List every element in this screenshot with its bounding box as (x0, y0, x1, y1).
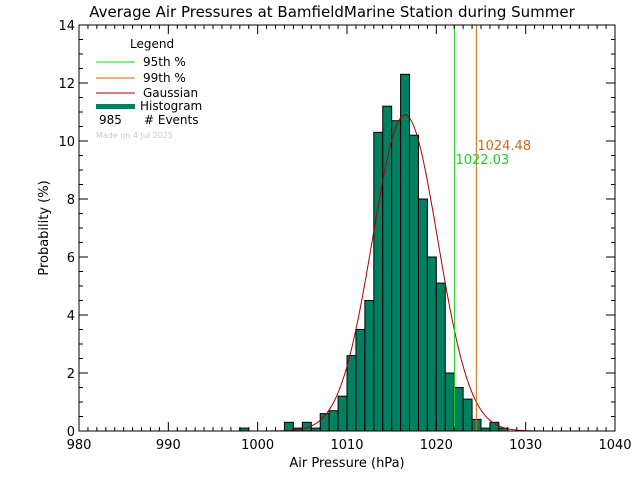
y-tick-label: 4 (67, 309, 75, 324)
x-tick-label: 1010 (330, 438, 363, 453)
y-tick-label: 12 (58, 77, 75, 92)
histogram-bar (355, 329, 366, 432)
legend-title: Legend (130, 37, 174, 51)
histogram-bar (346, 355, 357, 432)
histogram-bar (364, 300, 375, 432)
legend-p95-label: 95th % (143, 55, 186, 69)
histogram-bar (400, 73, 411, 432)
legend: Legend 95th % 99th % Gaussian Histogram … (96, 37, 202, 140)
legend-events-label: # Events (144, 113, 199, 127)
histogram-bar (426, 256, 437, 432)
histogram-bar (409, 134, 419, 432)
x-tick-label: 990 (156, 438, 181, 453)
histogram-bar (337, 395, 348, 432)
legend-histogram-swatch (96, 104, 135, 109)
x-axis-title: Air Pressure (hPa) (289, 456, 404, 471)
legend-events-count: 985 (99, 113, 122, 127)
x-tick-label: 1020 (420, 438, 453, 453)
y-tick-label: 8 (67, 193, 75, 208)
histogram-bar (417, 198, 428, 432)
legend-p99-label: 99th % (143, 71, 186, 85)
chart-title: Average Air Pressures at BamfieldMarine … (89, 3, 575, 21)
histogram-bar (453, 387, 464, 432)
histogram-bar (328, 410, 339, 432)
x-tick-label: 980 (67, 438, 92, 453)
x-tick-label: 1000 (241, 438, 274, 453)
made-on-note: Made on 4 Jul 2025 (96, 131, 173, 140)
histogram-bar (435, 282, 446, 432)
y-tick-label: 0 (67, 425, 75, 440)
histogram-bar (283, 421, 294, 432)
percentile-95-label: 1022.03 (455, 153, 509, 168)
y-axis-title: Probability (%) (37, 180, 52, 275)
histogram-bar (462, 398, 473, 432)
histogram-bar (382, 105, 393, 432)
legend-histogram-label: Histogram (140, 99, 202, 113)
y-tick-label: 2 (67, 367, 75, 382)
legend-gaussian-label: Gaussian (143, 86, 198, 100)
x-tick-label: 1040 (598, 438, 631, 453)
axes: 980 990 1000 1010 1020 1030 1040 0 2 4 6 8 10 12 14 (58, 19, 631, 453)
histogram-bar (444, 372, 455, 432)
y-tick-label: 6 (67, 251, 75, 266)
percentile-99-label: 1024.48 (477, 139, 531, 154)
y-tick-label: 10 (58, 135, 75, 150)
histogram-bar (391, 120, 402, 432)
histogram-bar (373, 131, 384, 432)
y-tick-label: 14 (58, 19, 75, 34)
histogram-bars (239, 73, 509, 432)
x-tick-label: 1030 (509, 438, 542, 453)
